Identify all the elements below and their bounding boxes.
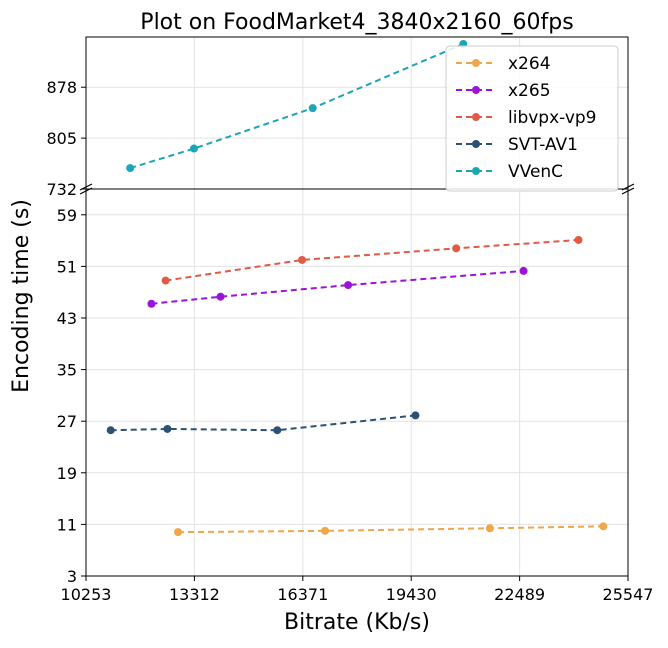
series-line-libvpx-vp9: [165, 238, 579, 282]
legend-item-x265: x265: [456, 81, 551, 101]
top-panel-y-ticks: 732 805 878: [46, 78, 86, 199]
bottom-y-tick-label: 35: [57, 361, 77, 380]
legend: x264 x265 libvpx-vp9 SVT-AV1 VVenC: [445, 45, 619, 192]
legend-item-svt-av1: SVT-AV1: [456, 135, 578, 155]
series-point-svt-av1: [273, 426, 282, 435]
legend-label: x264: [508, 54, 551, 74]
bottom-panel-y-ticks: 3 11 19 27 35 43 51 59: [57, 206, 86, 586]
legend-swatch-marker: [472, 113, 480, 121]
bottom-y-tick-label: 43: [57, 309, 77, 328]
series-point-svt-av1: [411, 411, 420, 420]
top-panel-series: [126, 39, 468, 173]
legend-box: [445, 45, 619, 192]
break-mark-line: [79, 187, 93, 195]
x-tick-label: 10253: [61, 585, 112, 604]
top-y-tick-label: 732: [46, 180, 77, 199]
bottom-y-tick-label: 3: [67, 567, 77, 586]
x-tick-label: 16371: [277, 585, 328, 604]
legend-swatch-marker: [472, 86, 480, 94]
legend-swatch-marker: [472, 59, 480, 67]
series-point-vvenc: [189, 144, 198, 153]
legend-label: VVenC: [508, 162, 563, 182]
legend-item-vvenc: VVenC: [456, 162, 563, 182]
legend-swatch-marker: [472, 140, 480, 148]
series-point-libvpx-vp9: [574, 235, 583, 244]
bottom-y-tick-label: 59: [57, 206, 77, 225]
series-point-x265: [344, 281, 353, 290]
legend-item-x264: x264: [456, 54, 551, 74]
series-vvenc: [126, 39, 468, 173]
series-point-x265: [519, 266, 528, 275]
x-tick-label: 13312: [169, 585, 220, 604]
x-tick-label: 25547: [603, 585, 654, 604]
bottom-y-tick-label: 27: [57, 412, 77, 431]
series-point-x264: [599, 522, 608, 531]
chart-title: Plot on FoodMarket4_3840x2160_60fps: [140, 10, 573, 35]
x-tick-label: 19430: [386, 585, 437, 604]
series-point-libvpx-vp9: [452, 244, 461, 253]
bottom-y-tick-label: 11: [57, 515, 77, 534]
y-axis-label: Encoding time (s): [9, 199, 34, 393]
series-x265: [147, 266, 528, 308]
legend-label: x265: [508, 81, 551, 101]
top-y-tick-label: 805: [46, 129, 77, 148]
series-point-svt-av1: [106, 426, 115, 435]
series-point-x264: [485, 524, 494, 533]
series-line-x264: [178, 525, 604, 534]
series-point-svt-av1: [163, 424, 172, 433]
x-tick-label: 22489: [494, 585, 545, 604]
series-libvpx-vp9: [161, 235, 583, 285]
bottom-panel-series: [106, 235, 608, 537]
series-point-libvpx-vp9: [298, 255, 307, 264]
series-point-x264: [174, 528, 183, 537]
x-axis-label: Bitrate (Kb/s): [284, 610, 430, 635]
series-point-x265: [147, 299, 156, 308]
series-line-vvenc: [129, 43, 464, 170]
axis-break-marks: [79, 183, 635, 195]
x-axis-ticks: 10253 13312 16371 19430 22489 25547: [61, 576, 654, 604]
series-point-vvenc: [126, 164, 135, 173]
legend-label: libvpx-vp9: [508, 108, 597, 128]
bottom-y-tick-label: 51: [57, 257, 77, 276]
bottom-panel: 3 11 19 27 35 43 51 59 10253 13312 16371 19430 2248…: [57, 188, 654, 604]
legend-item-libvpx-vp9: libvpx-vp9: [456, 108, 597, 128]
series-x264: [174, 522, 608, 537]
break-mark-line: [79, 183, 93, 191]
top-y-tick-label: 878: [46, 78, 77, 97]
bottom-y-tick-label: 19: [57, 464, 77, 483]
series-line-svt-av1: [110, 414, 416, 432]
series-svt-av1: [106, 411, 420, 435]
legend-swatch-marker: [472, 167, 480, 175]
series-line-x265: [151, 269, 524, 305]
series-point-libvpx-vp9: [161, 276, 170, 285]
series-point-vvenc: [308, 104, 317, 113]
series-point-x265: [216, 292, 225, 301]
legend-label: SVT-AV1: [508, 135, 578, 155]
break-mark-line: [621, 183, 635, 191]
break-mark-line: [621, 187, 635, 195]
bottom-panel-frame: [85, 188, 629, 577]
series-point-x264: [321, 526, 330, 535]
